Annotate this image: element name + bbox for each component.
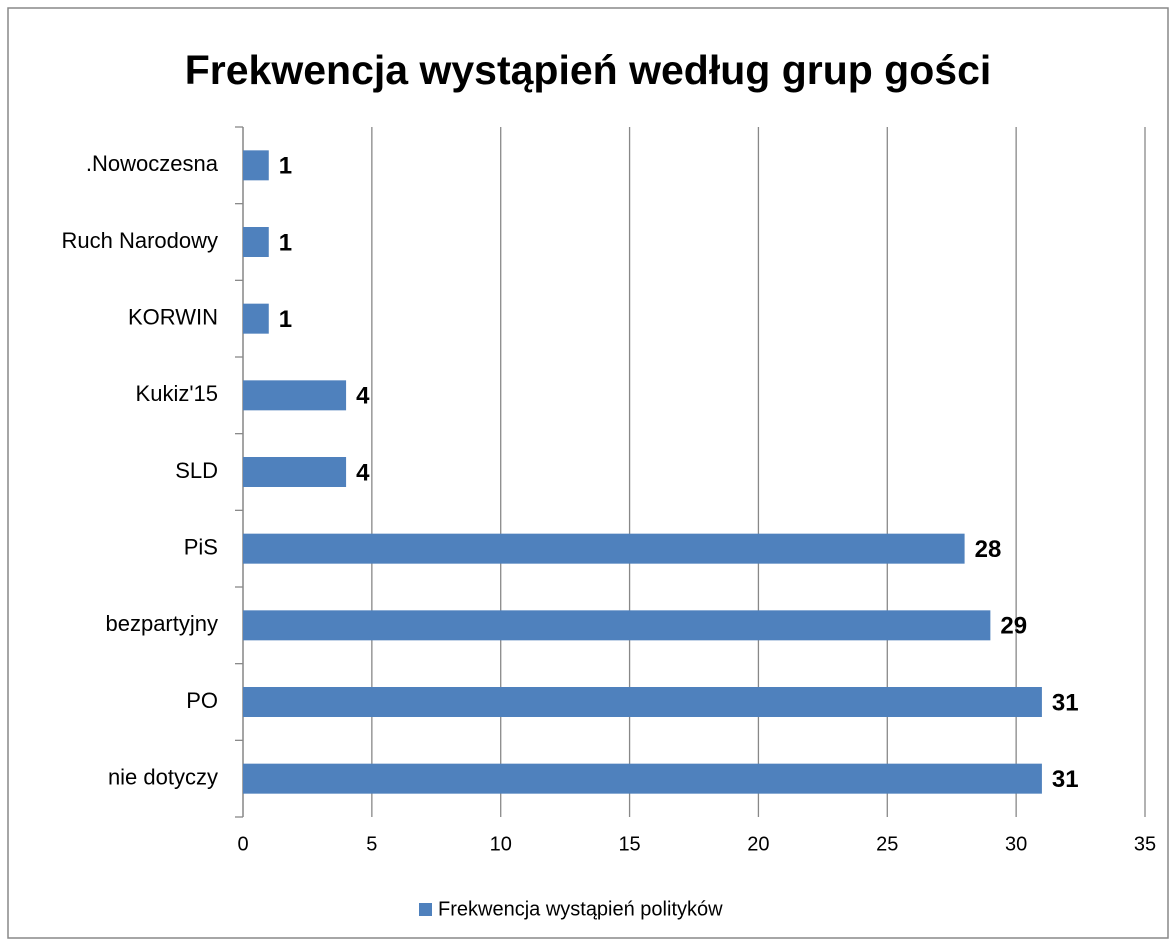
y-tick-label: .Nowoczesna	[86, 151, 219, 176]
x-tick-label: 10	[490, 833, 512, 855]
bar	[243, 303, 269, 334]
y-tick-label: nie dotyczy	[108, 764, 218, 789]
bar	[243, 687, 1042, 717]
data-label: 4	[356, 459, 370, 486]
data-label: 31	[1052, 689, 1079, 716]
x-tick-label: 25	[876, 833, 898, 855]
x-tick-label: 15	[618, 833, 640, 855]
y-tick-label: KORWIN	[128, 304, 218, 329]
bar	[243, 227, 269, 257]
bar	[243, 380, 347, 411]
data-label: 28	[975, 536, 1002, 563]
bar	[243, 763, 1042, 794]
x-tick-label: 30	[1005, 833, 1027, 855]
x-tick-label: 0	[237, 833, 248, 855]
data-label: 29	[1000, 613, 1027, 640]
y-tick-label: Ruch Narodowy	[61, 228, 218, 253]
data-label: 1	[279, 306, 292, 333]
legend-swatch	[419, 903, 432, 916]
x-tick-label: 20	[747, 833, 769, 855]
bar	[243, 457, 347, 487]
data-label: 31	[1052, 766, 1079, 793]
chart-title: Frekwencja wystąpień według grup gości	[185, 47, 992, 93]
data-label: 4	[356, 383, 370, 410]
y-tick-label: bezpartyjny	[105, 611, 218, 636]
y-tick-label: PO	[186, 688, 218, 713]
bar	[243, 150, 269, 181]
bar	[243, 610, 991, 641]
data-label: 1	[279, 153, 292, 180]
y-tick-label: PiS	[184, 534, 218, 559]
data-label: 1	[279, 229, 292, 256]
y-tick-label: Kukiz'15	[136, 381, 218, 406]
bar	[243, 533, 965, 564]
y-tick-label: SLD	[175, 458, 218, 483]
x-tick-label: 5	[366, 833, 377, 855]
x-tick-label: 35	[1134, 833, 1156, 855]
legend-label: Frekwencja wystąpień polityków	[438, 898, 723, 920]
